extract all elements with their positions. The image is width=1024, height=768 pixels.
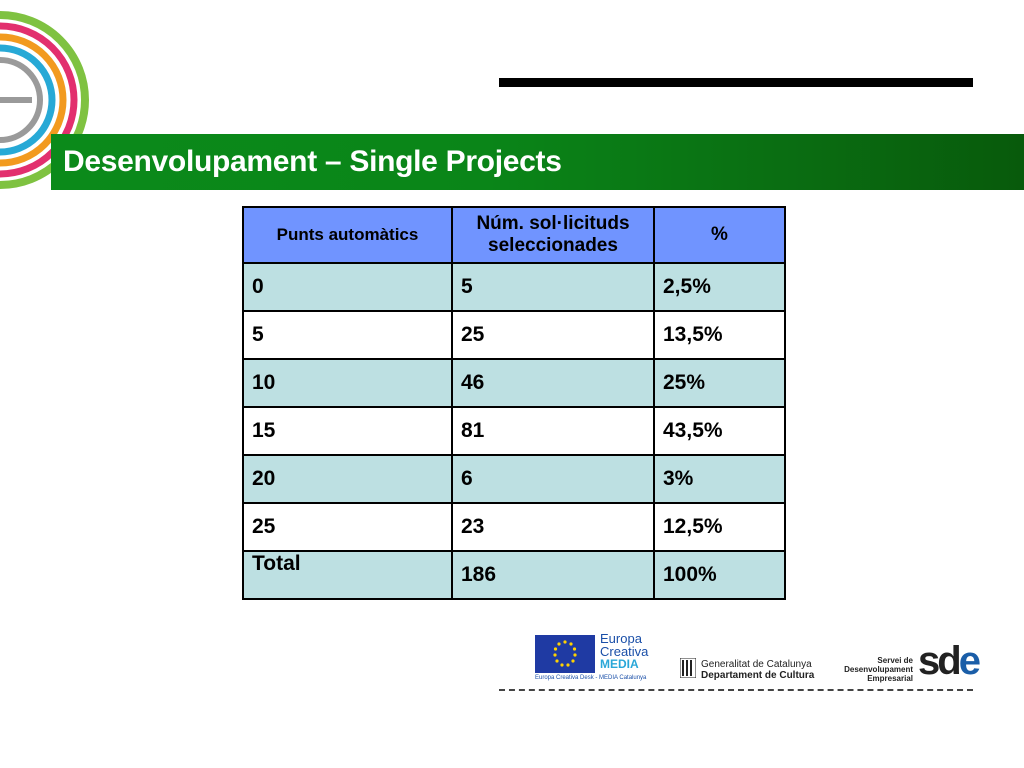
europa-creativa-logo: Europa Creativa MEDIA: [600, 632, 648, 671]
cell-punts: 25: [242, 502, 453, 552]
table-row: 15 81 43,5%: [242, 406, 786, 456]
ec-media: MEDIA: [600, 657, 639, 671]
cell-punts: 20: [242, 454, 453, 504]
cell-percent: 2,5%: [653, 262, 786, 312]
table-row: 10 46 25%: [242, 358, 786, 408]
cell-punts: 10: [242, 358, 453, 408]
sde-logo: sde: [918, 639, 981, 683]
cell-percent: 3%: [653, 454, 786, 504]
sde-line2: Desenvolupament: [844, 665, 913, 674]
header-punts: Punts automàtics: [242, 206, 453, 264]
sde-caption: Servei de Desenvolupament Empresarial: [843, 656, 913, 683]
ec-line1: Europa: [600, 631, 642, 646]
total-count: 186: [451, 550, 655, 600]
cell-percent: 43,5%: [653, 406, 786, 456]
cell-count: 25: [451, 310, 655, 360]
generalitat-line2: Departament de Cultura: [701, 670, 815, 681]
cell-count: 81: [451, 406, 655, 456]
page-title: Desenvolupament – Single Projects: [63, 145, 562, 178]
footer-logos: Europa Creativa MEDIA Europa Creativa De…: [498, 628, 981, 692]
results-table: Punts automàtics Núm. sol·licituds selec…: [242, 206, 786, 600]
title-bar: Desenvolupament – Single Projects: [51, 134, 1024, 190]
cell-punts: 0: [242, 262, 453, 312]
table-row: 5 25 13,5%: [242, 310, 786, 360]
generalitat-emblem-icon: [680, 658, 696, 678]
cell-percent: 13,5%: [653, 310, 786, 360]
cell-percent: 25%: [653, 358, 786, 408]
cell-punts: 15: [242, 406, 453, 456]
eu-flag-icon: [535, 635, 595, 673]
cell-count: 5: [451, 262, 655, 312]
sde-logo-sd: sd: [918, 639, 962, 683]
cell-count: 23: [451, 502, 655, 552]
cell-count: 46: [451, 358, 655, 408]
table-row: 20 6 3%: [242, 454, 786, 504]
total-label: Total: [242, 550, 453, 600]
sde-line1: Servei de: [877, 656, 913, 665]
generalitat-logo: Generalitat de Catalunya Departament de …: [701, 659, 814, 681]
sde-logo-e: e: [958, 639, 981, 683]
generalitat-line1: Generalitat de Catalunya: [701, 659, 812, 670]
cell-percent: 12,5%: [653, 502, 786, 552]
decorative-arcs-logo: [0, 11, 89, 189]
footer-dashed-divider: [499, 689, 973, 691]
total-percent: 100%: [653, 550, 786, 600]
sde-line3: Empresarial: [867, 674, 913, 683]
ec-desk-caption: Europa Creativa Desk - MEDIA Catalunya: [535, 675, 647, 681]
cell-punts: 5: [242, 310, 453, 360]
table-row: 0 5 2,5%: [242, 262, 786, 312]
table-total-row: Total 186 100%: [242, 550, 786, 600]
table-header-row: Punts automàtics Núm. sol·licituds selec…: [242, 206, 786, 264]
top-decorative-bar: [499, 78, 973, 87]
header-percent: %: [653, 206, 786, 264]
ec-line2: Creativa: [600, 644, 649, 659]
table-row: 25 23 12,5%: [242, 502, 786, 552]
header-num-sollicituds: Núm. sol·licituds seleccionades: [451, 206, 655, 264]
cell-count: 6: [451, 454, 655, 504]
